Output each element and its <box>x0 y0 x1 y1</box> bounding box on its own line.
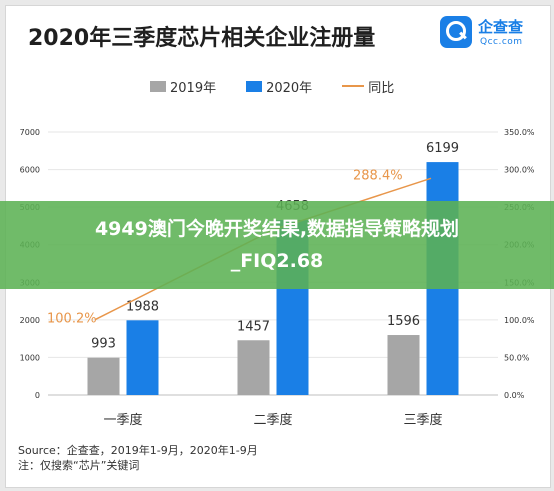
legend-swatch-2019 <box>150 80 166 92</box>
legend-label-2019: 2019年 <box>170 80 217 96</box>
x-tick-label: 二季度 <box>253 412 292 428</box>
legend-label-2020: 2020年 <box>266 80 313 96</box>
y-tick-label: 0 <box>35 391 40 400</box>
data-label-2019: 993 <box>91 337 116 352</box>
logo-name: 企查查 <box>478 18 524 36</box>
bar-2019 <box>387 335 420 395</box>
logo-domain: Qcc.com <box>480 37 523 47</box>
data-label-yoy: 100.2% <box>47 312 97 327</box>
legend-swatch-2020 <box>246 80 263 92</box>
legend-swatch-yoy <box>342 85 365 87</box>
banner-line-2: _FIQ2.68 <box>230 250 324 272</box>
legend-item-2020: 2020年 <box>246 77 312 96</box>
y2-tick-label: 50.0% <box>504 353 530 362</box>
x-tick-label: 一季度 <box>103 412 142 428</box>
banner-line-1: 4949澳门今晚开奖结果,数据指导策略规划 <box>94 218 460 240</box>
y2-tick-label: 300.0% <box>504 166 535 175</box>
bar-2019 <box>237 340 270 395</box>
footnote: 注：仅搜索“芯片”关键词 <box>18 459 140 472</box>
data-label-yoy: 288.4% <box>353 168 403 183</box>
brand-logo: 企查查 Qcc.com <box>440 16 550 56</box>
y2-tick-label: 350.0% <box>504 128 535 137</box>
chart-footer: Source：企查查，2019年1-9月，2020年1-9月 注：仅搜索“芯片”… <box>18 443 258 473</box>
data-label-2020: 6199 <box>426 141 459 156</box>
source-note: Source：企查查，2019年1-9月，2020年1-9月 <box>18 444 258 457</box>
chart-title: 2020年三季度芯片相关企业注册量 <box>28 26 376 51</box>
data-label-2019: 1457 <box>237 319 270 334</box>
y-tick-label: 6000 <box>20 166 40 175</box>
data-label-2019: 1596 <box>387 314 420 329</box>
bar-2020 <box>126 320 159 395</box>
qcc-logo-icon <box>440 16 472 48</box>
banner-text: 4949澳门今晚开奖结果,数据指导策略规划 _FIQ2.68 <box>0 213 554 277</box>
bar-2019 <box>87 357 120 395</box>
y-tick-label: 2000 <box>20 316 40 325</box>
legend-item-2019: 2019年 <box>150 77 216 96</box>
overlay-banner: 4949澳门今晚开奖结果,数据指导策略规划 _FIQ2.68 <box>0 201 554 289</box>
chart-legend: 2019年 2020年 同比 <box>150 77 424 96</box>
legend-label-yoy: 同比 <box>368 80 395 96</box>
data-label-2020: 1988 <box>126 299 159 314</box>
y-tick-label: 7000 <box>20 128 40 137</box>
x-tick-label: 三季度 <box>403 412 442 428</box>
y2-tick-label: 100.0% <box>504 316 535 325</box>
y-tick-label: 1000 <box>20 353 40 362</box>
y2-tick-label: 0.0% <box>504 391 525 400</box>
legend-item-yoy: 同比 <box>342 77 394 96</box>
